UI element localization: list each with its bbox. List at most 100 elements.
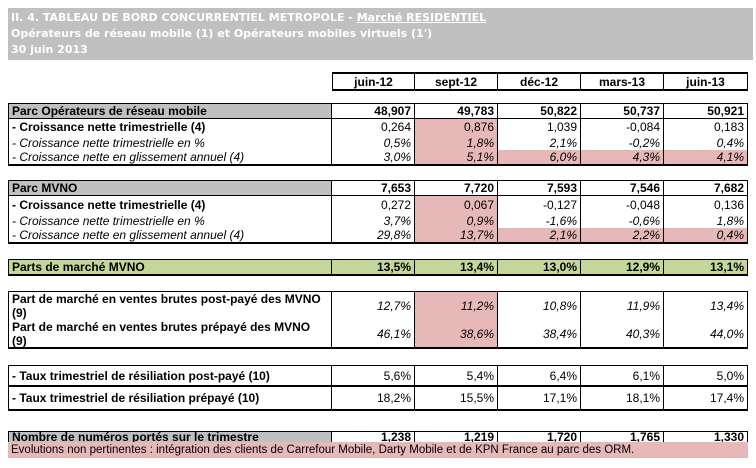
row-label: - Taux trimestriel de résiliation post-p… <box>8 366 332 385</box>
value-cell: 0,183 <box>664 119 748 135</box>
row-label: - Croissance nette trimestrielle (4) <box>8 196 332 213</box>
value-cell: 6,4% <box>498 366 581 385</box>
value-cell: 50,822 <box>498 104 581 118</box>
table-row: - Croissance nette trimestrielle en % 3,7… <box>8 213 748 229</box>
value-cell: 1,330 <box>664 430 748 444</box>
value-cell: 7,593 <box>498 181 581 195</box>
value-cell: 5,6% <box>332 366 415 385</box>
value-cell: 17,1% <box>498 387 581 409</box>
value-cell: 13,0% <box>498 260 581 274</box>
table-row: Parts de marché MVNO 13,5% 13,4% 13,0% 12,9%… <box>8 259 748 276</box>
value-cell: 2,2% <box>581 228 664 242</box>
value-cell: 40,3% <box>581 320 664 347</box>
column-header: mars-13 <box>581 72 664 91</box>
table-row: - Croissance nette en glissement annuel … <box>8 228 748 244</box>
value-cell: 6,0% <box>498 150 581 164</box>
value-cell: 0,876 <box>415 119 498 135</box>
table-row: - Croissance nette en glissement annuel … <box>8 150 748 166</box>
row-label: - Croissance nette trimestrielle (4) <box>8 119 332 135</box>
column-header: juin-12 <box>332 72 415 91</box>
column-header: déc-12 <box>498 72 581 91</box>
footnote: Evolutions non pertinentes : intégration… <box>8 442 748 458</box>
value-cell: 5,0% <box>664 366 748 385</box>
value-cell: 50,737 <box>581 104 664 118</box>
value-cell: 13,7% <box>415 228 498 242</box>
report-subtitle: Opérateurs de réseau mobile (1) et Opéra… <box>11 27 433 40</box>
value-cell: 0,4% <box>664 228 748 242</box>
value-cell: -0,048 <box>581 196 664 213</box>
value-cell: 1,8% <box>415 135 498 151</box>
value-cell: 17,4% <box>664 387 748 409</box>
value-cell: 12,9% <box>581 260 664 274</box>
value-cell: 3,7% <box>332 213 415 229</box>
value-cell: 0,4% <box>664 135 748 151</box>
table-row: - Croissance nette trimestrielle (4) 0,26… <box>8 119 748 135</box>
value-cell: 0,264 <box>332 119 415 135</box>
value-cell: 46,1% <box>332 320 415 347</box>
value-cell: 13,4% <box>415 260 498 274</box>
value-cell: 0,9% <box>415 213 498 229</box>
value-cell: 38,4% <box>498 320 581 347</box>
value-cell: 49,783 <box>415 104 498 118</box>
table-row: - Taux trimestriel de résiliation post-p… <box>8 365 748 387</box>
value-cell: 12,7% <box>332 292 415 320</box>
value-cell: 2,1% <box>498 228 581 242</box>
value-cell: -0,127 <box>498 196 581 213</box>
value-cell: 1,238 <box>332 430 415 444</box>
value-cell: 1,765 <box>581 430 664 444</box>
value-cell: 38,6% <box>415 320 498 347</box>
table-row: - Croissance nette trimestrielle (4) 0,27… <box>8 196 748 213</box>
row-label: Parc Opérateurs de réseau mobile <box>8 104 332 118</box>
value-cell: 0,136 <box>664 196 748 213</box>
value-cell: 7,546 <box>581 181 664 195</box>
row-label: - Croissance nette trimestrielle en % <box>8 213 332 229</box>
value-cell: 11,2% <box>415 292 498 320</box>
value-cell: 0,272 <box>332 196 415 213</box>
row-label: Nombre de numéros portés sur le trimestr… <box>8 430 332 444</box>
table-row: Part de marché en ventes brutes prépayé … <box>8 320 748 349</box>
value-cell: 48,907 <box>332 104 415 118</box>
column-header: juin-13 <box>664 72 748 91</box>
value-cell: 7,682 <box>664 181 748 195</box>
value-cell: 3,0% <box>332 150 415 164</box>
row-label: - Croissance nette en glissement annuel … <box>8 228 332 242</box>
column-header-row: juin-12 sept-12 déc-12 mars-13 juin-13 <box>8 72 748 91</box>
value-cell: 7,720 <box>415 181 498 195</box>
value-cell: 44,0% <box>664 320 748 347</box>
value-cell: 5,1% <box>415 150 498 164</box>
value-cell: 13,5% <box>332 260 415 274</box>
value-cell: 5,4% <box>415 366 498 385</box>
value-cell: 2,1% <box>498 135 581 151</box>
report-date: 30 juin 2013 <box>11 43 88 56</box>
column-header: sept-12 <box>415 72 498 91</box>
value-cell: 6,1% <box>581 366 664 385</box>
value-cell: 1,8% <box>664 213 748 229</box>
value-cell: 13,4% <box>664 292 748 320</box>
value-cell: 29,8% <box>332 228 415 242</box>
table-row: - Croissance nette trimestrielle en % 0,5… <box>8 135 748 151</box>
value-cell: 1,720 <box>498 430 581 444</box>
value-cell: 0,067 <box>415 196 498 213</box>
row-label: - Taux trimestriel de résiliation prépay… <box>8 387 332 409</box>
value-cell: 50,921 <box>664 104 748 118</box>
row-label: Part de marché en ventes brutes post-pay… <box>8 292 332 320</box>
row-label: Parc MVNO <box>8 181 332 195</box>
row-label: Parts de marché MVNO <box>8 260 332 274</box>
table-row: Parc Opérateurs de réseau mobile 48,907 49… <box>8 103 748 119</box>
market-link[interactable]: Marché RESIDENTIEL <box>356 11 487 24</box>
value-cell: 13,1% <box>664 260 748 274</box>
value-cell: -0,084 <box>581 119 664 135</box>
value-cell: 18,1% <box>581 387 664 409</box>
row-label: - Croissance nette trimestrielle en % <box>8 135 332 151</box>
value-cell: 4,3% <box>581 150 664 164</box>
value-cell: 4,1% <box>664 150 748 164</box>
value-cell: -0,2% <box>581 135 664 151</box>
row-label: Part de marché en ventes brutes prépayé … <box>8 320 332 348</box>
table-row: - Taux trimestriel de résiliation prépay… <box>8 387 748 411</box>
table-row: Parc MVNO 7,653 7,720 7,593 7,546 7,682 <box>8 180 748 196</box>
report-title: II. 4. TABLEAU DE BORD CONCURRENTIEL MET… <box>11 11 487 24</box>
report-title-banner: II. 4. TABLEAU DE BORD CONCURRENTIEL MET… <box>8 8 753 60</box>
value-cell: 15,5% <box>415 387 498 409</box>
value-cell: 1,219 <box>415 430 498 444</box>
value-cell: 18,2% <box>332 387 415 409</box>
